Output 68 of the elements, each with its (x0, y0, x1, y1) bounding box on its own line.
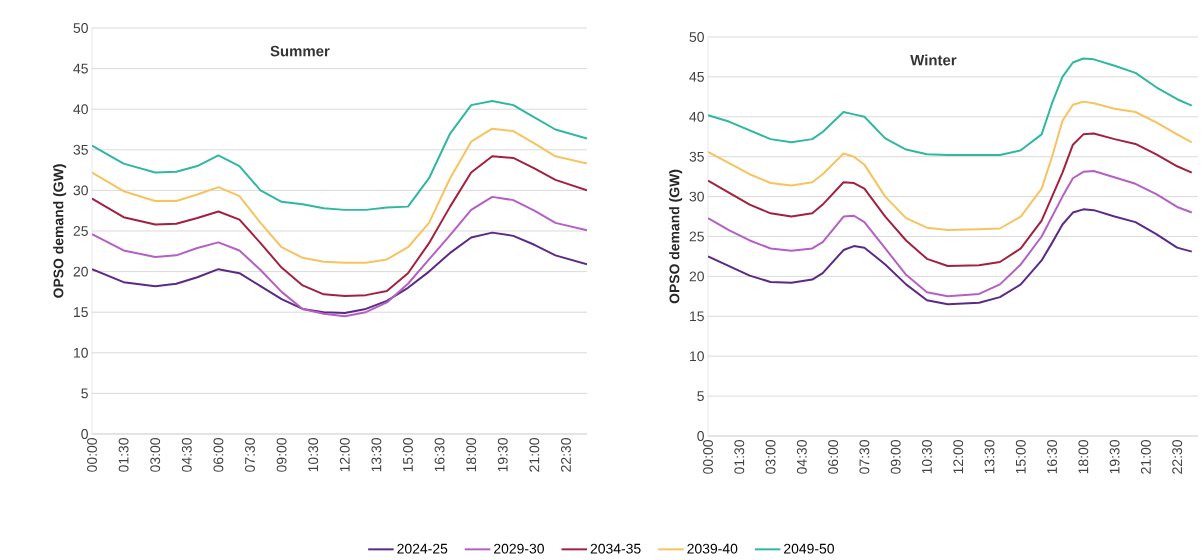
y-tick-label: 15 (74, 307, 88, 318)
x-tick-label: 03:00 (150, 438, 161, 472)
y-axis-title: OPSO demand (GW) (669, 169, 683, 304)
x-tick-label: 09:00 (890, 440, 901, 474)
x-tick-label: 01:30 (118, 438, 129, 472)
x-tick-label: 12:00 (953, 440, 964, 474)
x-tick-label: 22:30 (1172, 440, 1183, 474)
y-tick-label: 10 (690, 351, 704, 362)
legend-label: 2049-50 (784, 543, 835, 554)
x-tick-label: 12:00 (339, 438, 350, 472)
x-tick-label: 00:00 (703, 440, 713, 474)
y-tick-label: 20 (73, 266, 88, 277)
x-tick-label: 21:00 (1140, 440, 1151, 474)
line-series (92, 195, 588, 318)
line-series (92, 127, 588, 264)
x-tick-label: 19:30 (497, 438, 508, 472)
x-tick-label: 15:00 (1015, 440, 1026, 474)
x-tick-label: 04:30 (796, 440, 807, 474)
x-tick-label: 13:30 (984, 440, 995, 474)
x-tick-label: 01:30 (734, 440, 745, 474)
x-tick-label: 22:30 (561, 438, 571, 472)
x-tick-label: 07:30 (245, 438, 255, 472)
x-tick-label: 18:00 (1078, 440, 1089, 474)
x-tick-label: 16:30 (1047, 440, 1057, 474)
x-tick-label: 10:30 (922, 440, 932, 474)
y-tick-label: 15 (690, 311, 704, 322)
y-tick-label: 0 (697, 431, 704, 441)
line-series (92, 155, 588, 297)
x-tick-label: 21:00 (529, 438, 540, 472)
y-tick-label: 10 (74, 347, 88, 358)
y-tick-label: 45 (689, 72, 704, 82)
legend-label: 2034-35 (590, 543, 641, 554)
y-tick-label: 40 (689, 111, 704, 122)
y-tick-label: 5 (81, 388, 88, 399)
y-tick-label: 20 (689, 271, 704, 282)
x-tick-label: 06:00 (828, 440, 839, 474)
y-tick-label: 50 (73, 23, 88, 33)
y-tick-label: 40 (73, 104, 88, 115)
line-series (92, 100, 588, 211)
y-tick-label: 35 (689, 151, 704, 162)
y-tick-label: 45 (73, 63, 88, 74)
legend-label: 2029-30 (494, 543, 544, 554)
x-tick-label: 13:30 (371, 438, 382, 472)
y-tick-label: 35 (73, 144, 88, 155)
y-tick-label: 30 (689, 191, 704, 202)
y-tick-label: 50 (689, 32, 704, 42)
y-tick-label: 0 (81, 429, 88, 439)
y-tick-label: 30 (73, 185, 88, 196)
x-tick-label: 06:00 (213, 438, 224, 472)
x-tick-label: 15:00 (403, 438, 413, 472)
text: Winter (910, 54, 957, 66)
x-tick-label: 18:00 (466, 438, 477, 472)
x-tick-label: 04:30 (181, 438, 192, 472)
x-tick-label: 16:30 (434, 438, 445, 472)
line-series (92, 231, 588, 314)
x-tick-label: 19:30 (1109, 440, 1120, 474)
y-tick-label: 25 (689, 231, 704, 242)
legend-label: 2039-40 (687, 543, 738, 554)
y-axis-title: OPSO demand (GW) (53, 164, 67, 298)
y-tick-label: 5 (697, 391, 704, 401)
x-tick-label: 10:30 (308, 438, 319, 472)
x-tick-label: 03:00 (765, 440, 776, 474)
y-tick-label: 25 (73, 226, 88, 236)
text: Summer (270, 45, 330, 57)
x-tick-label: 00:00 (87, 438, 97, 472)
x-tick-label: 07:30 (859, 440, 870, 474)
x-tick-label: 09:00 (276, 438, 287, 472)
legend-label: 2024-25 (397, 543, 448, 554)
